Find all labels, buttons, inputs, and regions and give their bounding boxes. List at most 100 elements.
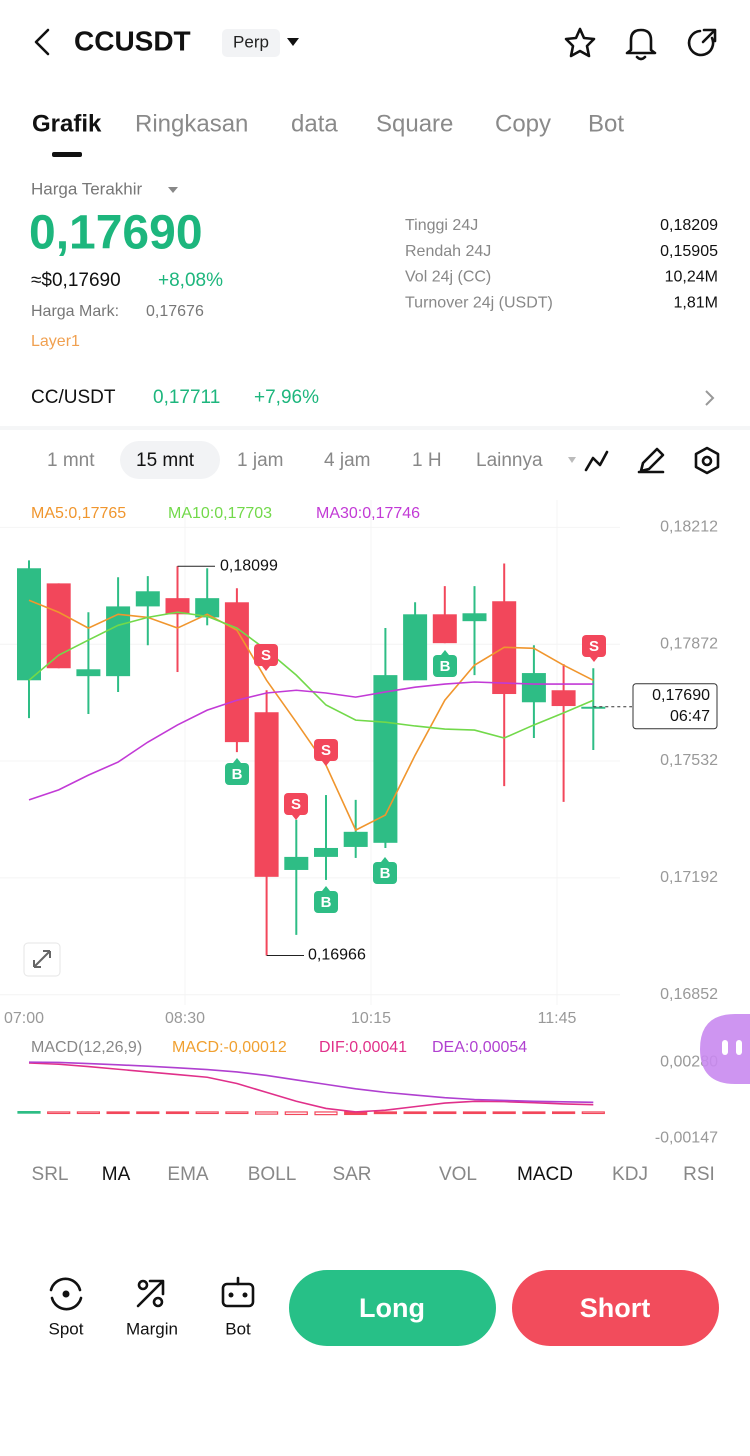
price-change: +8,08% xyxy=(158,270,223,291)
bot-icon[interactable] xyxy=(221,1276,255,1308)
candle-body xyxy=(521,673,546,703)
candle-body xyxy=(284,856,309,870)
macd-bar xyxy=(284,1111,308,1116)
interval[interactable]: 1 jam xyxy=(237,450,283,471)
ma-line xyxy=(28,611,594,739)
macd-legend: DIF:0,00041 xyxy=(319,1039,407,1056)
spot-icon[interactable] xyxy=(49,1277,83,1311)
price-dropdown[interactable] xyxy=(168,187,178,193)
candle-body xyxy=(224,602,249,743)
macd-bar xyxy=(76,1111,101,1115)
interval[interactable]: 15 mnt xyxy=(136,450,195,471)
mark-label: Harga Mark: xyxy=(31,303,119,320)
stat-value: 0,15905 xyxy=(660,243,718,260)
action-label[interactable]: Spot xyxy=(49,1319,84,1338)
signal-label: S xyxy=(261,647,271,664)
candlestick-chart: 0,18212 0,17872 0,17532 0,17192 0,16852 07:00… xyxy=(0,500,718,1027)
y-tick-label: 0,17532 xyxy=(660,752,718,769)
candle-body xyxy=(432,614,457,644)
indicator-tab[interactable]: VOL xyxy=(439,1164,477,1185)
signal-badge xyxy=(314,739,338,761)
stat-label: Rendah 24J xyxy=(405,243,491,260)
short-button[interactable] xyxy=(512,1270,719,1346)
tab-indicator xyxy=(52,152,82,157)
signal-pointer xyxy=(441,650,449,655)
signal-badge xyxy=(582,635,606,657)
high-label: 0,18099 xyxy=(220,557,278,574)
indicator-tab[interactable]: EMA xyxy=(167,1164,209,1185)
signal-pointer xyxy=(590,657,598,662)
interval[interactable]: 1 H xyxy=(412,450,442,471)
candle-body xyxy=(135,591,160,607)
mark-price: 0,17676 xyxy=(146,303,204,320)
stat-value: 0,18209 xyxy=(660,217,718,234)
dropdown[interactable] xyxy=(287,38,299,46)
ma-line xyxy=(28,681,594,801)
signal-pointer xyxy=(322,886,330,891)
candle-body xyxy=(46,583,71,669)
actions: Spot Margin Bot xyxy=(49,1319,252,1338)
interval[interactable]: 4 jam xyxy=(324,450,370,471)
share-icon[interactable] xyxy=(687,28,717,57)
long-button[interactable] xyxy=(289,1270,496,1346)
y-tick-label: 0,17872 xyxy=(660,635,718,652)
bell-icon[interactable] xyxy=(625,28,657,61)
tab[interactable]: data xyxy=(291,110,338,137)
x-tick-label: 07:00 xyxy=(4,1010,44,1027)
macd-legend: MACD:-0,00012 xyxy=(172,1039,287,1056)
more-dropdown[interactable] xyxy=(568,457,576,463)
candle-body xyxy=(106,606,131,677)
badge-bg xyxy=(222,29,280,57)
spot-chevron[interactable] xyxy=(705,390,715,406)
current-price-label: 0,17690 xyxy=(652,687,710,704)
stats: Tinggi 24J 0,18209 Rendah 24J 0,15905 Vol 24… xyxy=(405,217,718,311)
settings-icon[interactable] xyxy=(694,446,720,475)
star-icon[interactable] xyxy=(564,27,596,58)
tab[interactable]: Square xyxy=(376,110,453,137)
tab[interactable]: Grafik xyxy=(32,110,102,137)
indicator-tab[interactable]: SAR xyxy=(332,1164,371,1185)
tab[interactable]: Bot xyxy=(588,110,624,137)
spot-pair[interactable]: CC/USDT xyxy=(31,387,116,408)
candle-body xyxy=(581,706,606,709)
macd-bar xyxy=(462,1111,487,1115)
indicator-tab[interactable]: SRL xyxy=(32,1164,69,1185)
candle-body xyxy=(165,598,190,615)
macd-legend: MACD(12,26,9) xyxy=(31,1039,142,1056)
action-label[interactable]: Margin xyxy=(126,1319,178,1338)
interval-selected-bg xyxy=(120,441,220,479)
signal-label: B xyxy=(440,658,451,675)
signal-badge xyxy=(373,862,397,884)
interval[interactable]: 1 mnt xyxy=(47,450,95,471)
indicator-tab[interactable]: MACD xyxy=(517,1164,573,1185)
indicator-tab[interactable]: RSI xyxy=(683,1164,715,1185)
stat-value: 1,81M xyxy=(674,294,718,311)
expand-icon xyxy=(33,950,51,968)
candle-body xyxy=(403,614,428,681)
margin-icon[interactable] xyxy=(136,1279,165,1308)
spot-change: +7,96% xyxy=(254,387,319,408)
tab[interactable]: Ringkasan xyxy=(135,110,248,137)
bubble-eye xyxy=(722,1040,728,1055)
tab[interactable]: Copy xyxy=(495,110,551,137)
action-label[interactable]: Bot xyxy=(225,1319,251,1338)
macd-bar xyxy=(165,1111,190,1115)
indicator-tab[interactable]: KDJ xyxy=(612,1164,648,1185)
low-label: 0,16966 xyxy=(308,947,366,964)
indicator-tab[interactable]: BOLL xyxy=(248,1164,297,1185)
macd-bar xyxy=(433,1111,457,1115)
ma-legend: MA10:0,17703 xyxy=(168,505,272,522)
back-button[interactable] xyxy=(34,28,50,56)
signal-badge xyxy=(314,891,338,913)
interval[interactable]: Lainnya xyxy=(476,450,543,471)
spot-price: 0,17711 xyxy=(153,387,220,408)
indicator-tab[interactable]: MA xyxy=(102,1164,131,1185)
long-label[interactable]: Long xyxy=(359,1293,425,1323)
macd-bar xyxy=(106,1111,130,1115)
short-label[interactable]: Short xyxy=(580,1293,651,1323)
macd-legend: DEA:0,00054 xyxy=(432,1039,527,1056)
tag: Layer1 xyxy=(31,333,80,350)
indicator-icon[interactable] xyxy=(584,450,609,472)
draw-icon[interactable] xyxy=(637,447,665,474)
stat-label: Vol 24j (CC) xyxy=(405,269,491,286)
